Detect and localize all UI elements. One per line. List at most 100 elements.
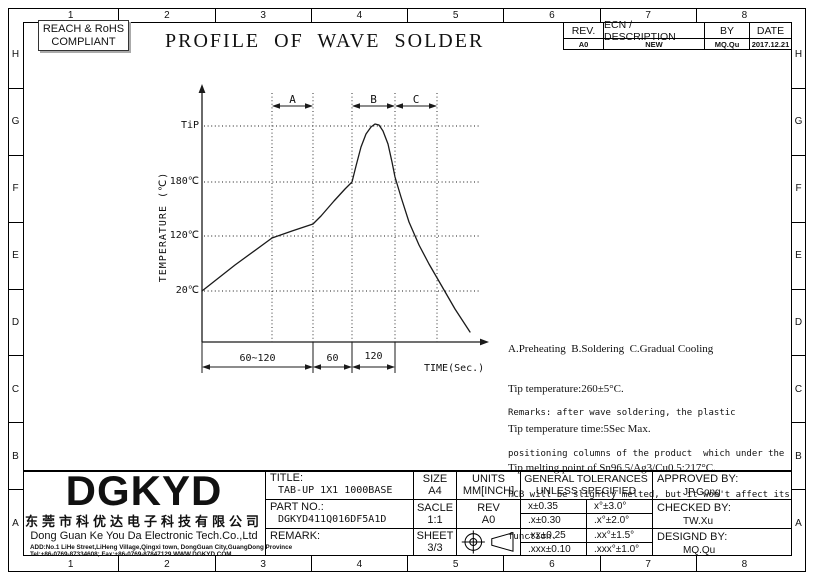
zone-column-label: 4 [312,8,408,22]
title-block-hline [520,542,652,543]
zone-column-label: 7 [601,8,697,22]
by-header: BY [704,23,749,38]
y-tick-120: 120℃ [169,230,199,241]
y-tick-tip: TiP [180,120,199,131]
size-label: SIZE [422,472,448,485]
ecn-header: ECN / DESCRIPTION [603,19,704,43]
company-name-en: Dong Guan Ke You Da Electronic Tech.Co.,… [30,530,258,542]
date-value: 2017.12.21 [749,38,791,49]
segment-label-a: A [289,93,296,106]
title-cell: TITLE: TAB-UP 1X1 1000BASE [266,471,412,498]
tolerance-angular-3: .xx°±1.5° [594,530,635,541]
title-block-hline [265,499,792,500]
designed-by-name: MQ.Qu [683,545,716,555]
zone-column-label: 2 [119,8,216,22]
projection-cell [457,529,520,555]
by-value: MQ.Qu [704,38,749,49]
zone-column-label: 7 [601,556,697,572]
tolerance-linear-2: .x±0.30 [528,515,561,526]
zone-row-label: E [791,223,806,290]
zone-row-label: C [791,356,806,424]
zone-row-label: F [791,156,806,223]
remarks-line: positioning columns of the product which… [508,448,785,459]
zone-row-label: B [8,423,23,491]
scale-cell: SACLE 1:1 [414,500,456,527]
zone-row-label: C [8,356,23,424]
tolerances-header: GENERAL TOLERANCES UNLESS SPECIFIED [521,471,651,498]
designed-by-cell: DESIGND BY: MQ.Qu [653,529,791,555]
tolerance-angular-4: .xxx°±1.0° [594,544,640,555]
rev-cell: REV A0 [457,500,520,527]
zone-column-label: 6 [504,556,601,572]
scale-value: 1:1 [427,513,443,526]
zone-row-label: D [791,290,806,357]
legend-line: Tip temperature time:5Sec Max. [508,422,651,435]
designed-by-label: DESIGND BY: [657,531,728,543]
company-contact: Tel:+86-0769-87334608; Fax:+86-0769-8784… [30,551,232,558]
title-block-vline [265,470,266,556]
zone-row-label: F [8,156,23,223]
time-dimension-preheat: 60~120 [239,353,276,364]
compliance-badge: REACH & RoHS COMPLIANT [38,20,129,51]
units-value: MM[INCH] [462,484,515,497]
zone-row-label: E [8,223,23,290]
company-name-cn: 东莞市科优达电子科技有限公司 [24,514,263,529]
zone-row-label: H [8,22,23,89]
part-no-label: PART NO.: [270,501,324,513]
title-block-hline [520,513,652,514]
units-label: UNITS [472,472,505,485]
compliance-badge-line1: REACH & RoHS [42,22,125,35]
y-tick-20: 20℃ [175,285,199,296]
remarks-line: PCB will be slightly melted, but it won'… [508,490,790,501]
checked-by-cell: CHECKED BY: TW.Xu [653,500,791,527]
third-angle-projection-icon [461,530,514,554]
zone-row-label: A [795,517,802,529]
date-header: DATE [749,23,791,38]
zone-row-label: D [8,290,23,357]
legend-line: Tip temperature:260±5°C. [508,383,624,396]
zone-row-label: H [791,22,806,89]
time-dimension-solder: 120 [364,351,383,362]
tolerances-header-line2: UNLESS SPECIFIED [535,484,637,497]
zone-row-label: G [791,89,806,156]
company-address: ADD:No.1 LiHe Street,LiHeng Village,Qing… [30,544,293,551]
units-cell: UNITS MM[INCH] [457,471,520,498]
scale-label: SACLE [416,501,454,514]
zone-row-label: G [8,89,23,156]
tolerances-header-line1: GENERAL TOLERANCES [524,472,648,485]
y-axis-label: TEMPERATURE (℃) [158,171,169,283]
sheet-cell: SHEET 3/3 [414,529,456,555]
tolerance-angular-2: .x°±2.0° [594,515,630,526]
title-block-vline [413,470,414,556]
zone-row-label: A [12,517,19,529]
segment-label-c: C [412,93,420,106]
tolerance-angular-1: x°±3.0° [594,501,627,512]
sheet-label: SHEET [416,530,454,542]
legend-line: A.Preheating B.Soldering C.Gradual Cooli… [508,343,714,356]
zone-column-label: 1 [23,8,120,22]
remarks-note: Remarks: after wave soldering, the plast… [508,379,790,572]
title-block-vline [456,470,457,556]
time-dimension-gap: 60 [326,353,339,364]
zone-column-label: 3 [216,8,312,22]
zone-column-label: 8 [741,558,748,570]
title-block-vline [652,470,653,556]
tolerance-linear-1: x±0.35 [528,501,558,512]
company-logo: DGKYD [65,467,223,514]
tolerance-linear-3: .xx±0.25 [528,530,566,541]
ecn-value: NEW [603,38,704,49]
zone-column-label: 6 [504,8,601,22]
zone-column-label: 5 [408,556,505,572]
title-block-hline [265,528,792,529]
revision-table: REV. ECN / DESCRIPTION BY DATE A0 NEW MQ… [563,19,792,50]
zone-row-label: B [791,423,806,491]
remark-label: REMARK: [270,530,321,542]
approved-by-label: APPROVED BY: [657,473,739,485]
size-cell: SIZE A4 [414,471,456,498]
x-axis-label: TIME(Sec.) [424,363,485,374]
zone-column-label: 4 [312,556,408,572]
